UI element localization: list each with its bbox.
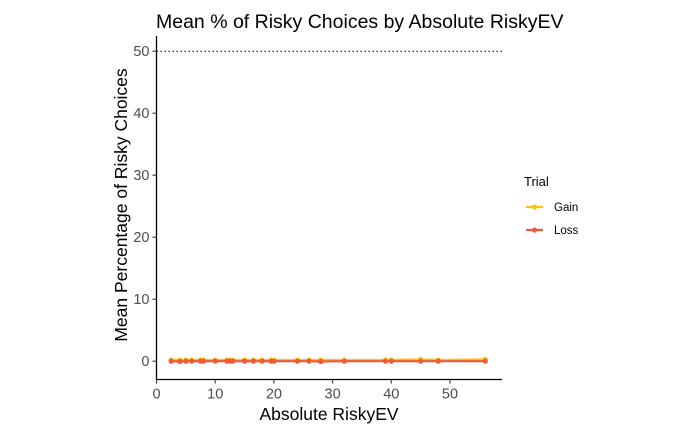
data-point-loss — [418, 358, 424, 364]
legend-label-loss: Loss — [554, 225, 579, 237]
series-group — [168, 356, 488, 365]
y-tick-label: 50 — [133, 44, 149, 60]
data-point-loss — [259, 358, 265, 364]
legend-key-point-gain — [531, 204, 538, 210]
y-tick-label: 10 — [133, 292, 149, 308]
y-ticks: 0 10 20 30 40 50 — [133, 44, 157, 370]
chart-title: Mean % of Risky Choices by Absolute Risk… — [156, 11, 564, 33]
y-tick-label: 0 — [141, 354, 149, 370]
data-point-loss — [318, 358, 324, 365]
legend-key-point-loss — [531, 227, 538, 233]
data-point-loss — [189, 358, 195, 364]
data-point-loss — [271, 358, 277, 364]
y-tick-label: 20 — [133, 230, 149, 246]
data-point-loss — [294, 358, 300, 364]
data-point-loss — [482, 358, 488, 364]
data-point-loss — [382, 358, 389, 364]
x-tick-label: 20 — [266, 387, 282, 403]
x-ticks: 0 10 20 30 40 50 — [152, 379, 458, 403]
y-tick-label: 40 — [133, 106, 149, 122]
legend-items: Gain Loss — [526, 202, 579, 237]
legend: Trial Gain Loss — [524, 174, 579, 237]
x-tick-label: 40 — [383, 387, 399, 403]
data-point-loss — [212, 358, 218, 364]
x-tick-label: 30 — [325, 387, 341, 403]
data-point-loss — [200, 358, 207, 364]
data-point-loss — [177, 358, 183, 365]
data-point-loss — [168, 358, 174, 364]
data-point-loss — [230, 358, 236, 364]
y-axis-title: Mean Percentage of Risky Choices — [111, 68, 131, 342]
x-tick-label: 50 — [442, 387, 458, 403]
data-point-loss — [388, 358, 394, 364]
data-point-loss — [250, 358, 256, 364]
x-tick-label: 10 — [207, 387, 223, 403]
data-point-loss — [306, 358, 312, 364]
legend-title: Trial — [524, 174, 549, 189]
x-tick-label: 0 — [152, 387, 160, 403]
data-point-loss — [183, 358, 189, 364]
legend-label-gain: Gain — [554, 202, 578, 214]
data-point-loss — [241, 358, 248, 364]
x-axis-title: Absolute RiskyEV — [259, 404, 398, 424]
y-tick-label: 30 — [133, 168, 149, 184]
data-point-loss — [341, 358, 347, 364]
data-point-loss — [435, 358, 441, 364]
